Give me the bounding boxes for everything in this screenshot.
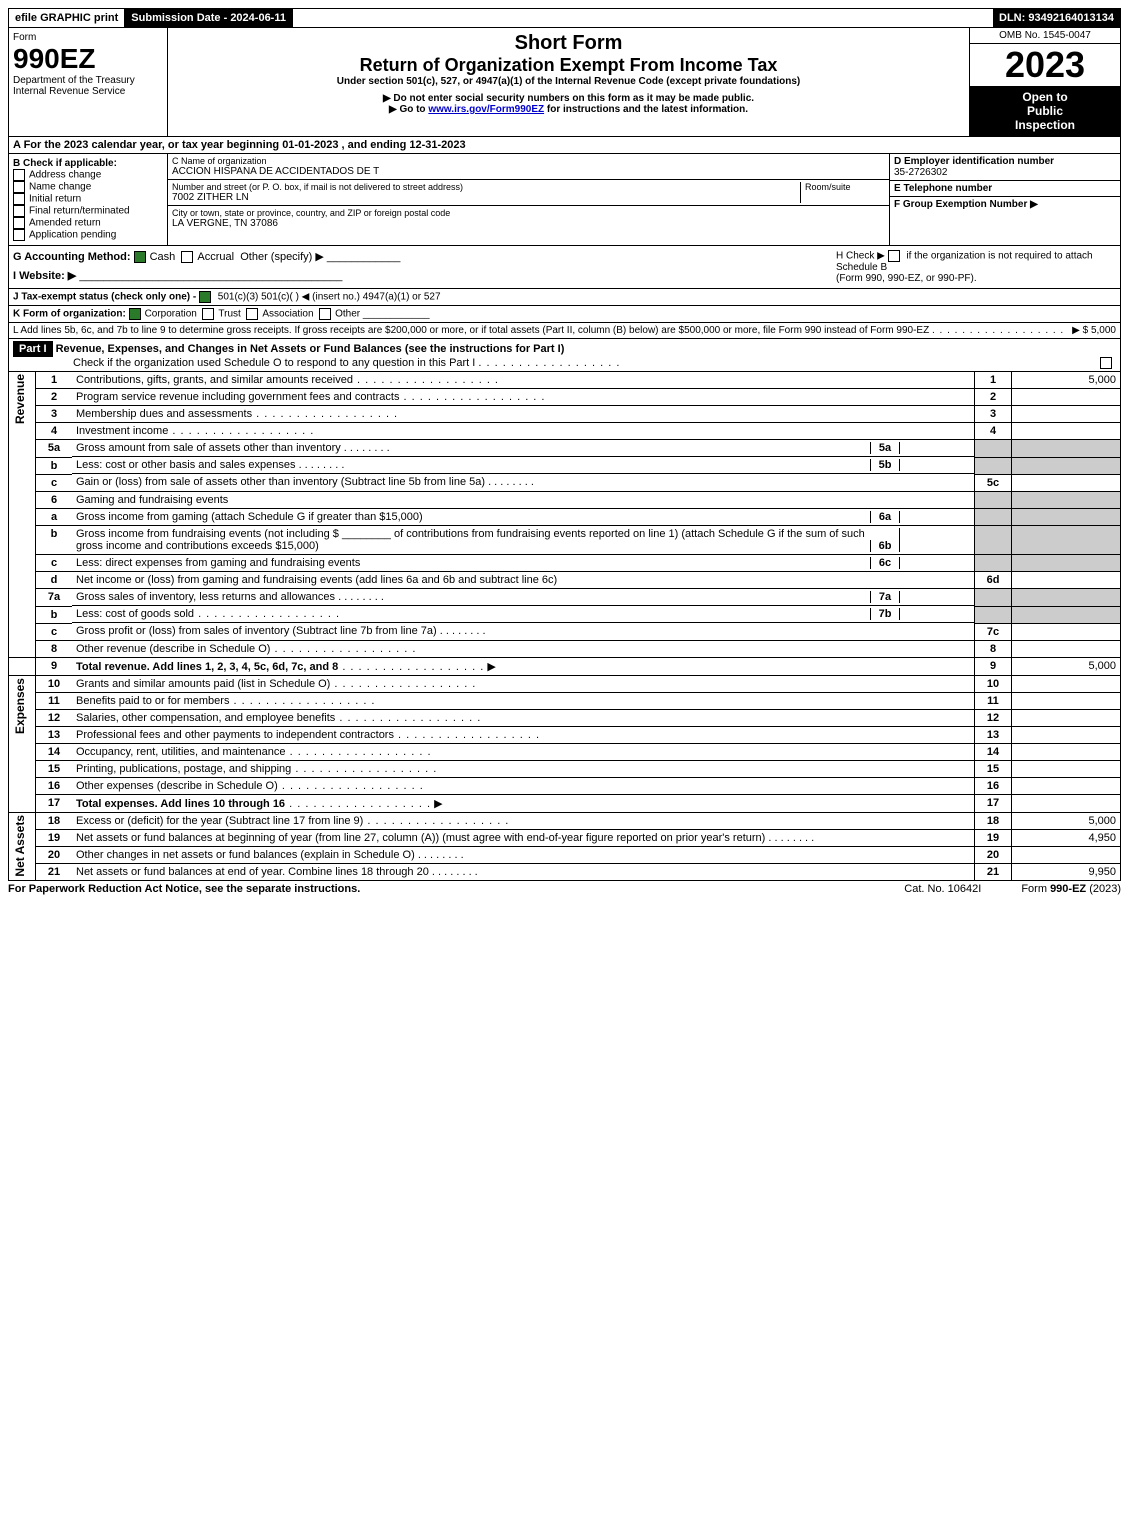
l-amount: ▶ $ 5,000 <box>1072 325 1116 336</box>
b-item-final[interactable]: Final return/terminated <box>13 205 163 217</box>
org-street: 7002 ZITHER LN <box>172 192 800 203</box>
b-item-address[interactable]: Address change <box>13 169 163 181</box>
cash-checkbox[interactable] <box>134 251 146 263</box>
efile-print-label[interactable]: efile GRAPHIC print <box>9 9 125 27</box>
dln-label: DLN: 93492164013134 <box>993 9 1120 27</box>
line-1-value: 5,000 <box>1012 372 1121 389</box>
open-to-public-badge: Open to Public Inspection <box>970 86 1120 136</box>
page-footer: For Paperwork Reduction Act Notice, see … <box>8 881 1121 897</box>
part-i-header: Part I Revenue, Expenses, and Changes in… <box>8 339 1121 372</box>
form-word: Form <box>13 32 163 43</box>
goto-line: ▶ Go to www.irs.gov/Form990EZ for instru… <box>172 104 965 115</box>
accrual-checkbox[interactable] <box>181 251 193 263</box>
col-c: C Name of organization ACCION HISPANA DE… <box>168 154 890 245</box>
e-label: E Telephone number <box>894 183 1116 194</box>
omb-number: OMB No. 1545-0047 <box>970 28 1120 44</box>
h-checkbox[interactable] <box>888 250 900 262</box>
form-number: 990EZ <box>13 43 163 75</box>
line-21-value: 9,950 <box>1012 863 1121 880</box>
ssn-warning: ▶ Do not enter social security numbers o… <box>172 93 965 104</box>
line-1-desc: Contributions, gifts, grants, and simila… <box>72 372 975 389</box>
submission-date-label: Submission Date - 2024-06-11 <box>125 9 293 27</box>
k-corp-checkbox[interactable] <box>129 308 141 320</box>
part-i-schedule-o-checkbox[interactable] <box>1100 357 1112 369</box>
j-line: J Tax-exempt status (check only one) - 5… <box>8 289 1121 306</box>
header-right: OMB No. 1545-0047 2023 Open to Public In… <box>969 28 1120 136</box>
b-item-initial[interactable]: Initial return <box>13 193 163 205</box>
b-item-name[interactable]: Name change <box>13 181 163 193</box>
bcdef-block: B Check if applicable: Address change Na… <box>8 154 1121 246</box>
ghi-block: G Accounting Method: Cash Accrual Other … <box>8 246 1121 289</box>
c-street-label: Number and street (or P. O. box, if mail… <box>172 182 800 192</box>
part-i-badge: Part I <box>13 341 53 357</box>
header-left: Form 990EZ Department of the Treasury In… <box>9 28 168 136</box>
k-assoc-checkbox[interactable] <box>246 308 258 320</box>
form-subtitle: Under section 501(c), 527, or 4947(a)(1)… <box>172 76 965 87</box>
l-line: L Add lines 5b, 6c, and 7b to line 9 to … <box>8 323 1121 339</box>
b-item-amended[interactable]: Amended return <box>13 217 163 229</box>
footer-cat-no: Cat. No. 10642I <box>864 883 1021 895</box>
dept-label: Department of the Treasury <box>13 75 163 86</box>
org-city: LA VERGNE, TN 37086 <box>172 218 885 229</box>
short-form-title: Short Form <box>172 32 965 55</box>
col-def: D Employer identification number 35-2726… <box>890 154 1120 245</box>
b-item-pending[interactable]: Application pending <box>13 229 163 241</box>
line-9-total-revenue: 5,000 <box>1012 657 1121 675</box>
d-label: D Employer identification number <box>894 156 1116 167</box>
top-bar: efile GRAPHIC print Submission Date - 20… <box>8 8 1121 28</box>
tax-year: 2023 <box>970 44 1120 86</box>
room-suite-label: Room/suite <box>800 182 885 203</box>
k-trust-checkbox[interactable] <box>202 308 214 320</box>
revenue-side-label: Revenue <box>9 372 36 657</box>
org-name: ACCION HISPANA DE ACCIDENTADOS DE T <box>172 166 885 177</box>
irs-label: Internal Revenue Service <box>13 86 163 97</box>
line-19-value: 4,950 <box>1012 829 1121 846</box>
form-title: Return of Organization Exempt From Incom… <box>172 55 965 76</box>
part-i-table: Revenue 1 Contributions, gifts, grants, … <box>8 372 1121 881</box>
line-18-value: 5,000 <box>1012 812 1121 829</box>
b-label: B Check if applicable: <box>13 158 163 169</box>
header-center: Short Form Return of Organization Exempt… <box>168 28 969 136</box>
k-other-checkbox[interactable] <box>319 308 331 320</box>
form-header: Form 990EZ Department of the Treasury In… <box>8 28 1121 137</box>
col-b: B Check if applicable: Address change Na… <box>9 154 168 245</box>
footer-form-ref: Form 990-EZ (2023) <box>1021 883 1121 895</box>
g-line: G Accounting Method: Cash Accrual Other … <box>13 250 836 263</box>
netassets-side-label: Net Assets <box>9 812 36 880</box>
h-block: H Check ▶ if the organization is not req… <box>836 250 1116 284</box>
i-line: I Website: ▶ ___________________________… <box>13 269 836 282</box>
ein-value: 35-2726302 <box>894 167 1116 178</box>
irs-link[interactable]: www.irs.gov/Form990EZ <box>428 104 544 115</box>
c-city-label: City or town, state or province, country… <box>172 208 885 218</box>
j-501c3-checkbox[interactable] <box>199 291 211 303</box>
expenses-side-label: Expenses <box>9 675 36 812</box>
f-label: F Group Exemption Number ▶ <box>894 199 1116 210</box>
footer-notice: For Paperwork Reduction Act Notice, see … <box>8 883 864 895</box>
k-line: K Form of organization: Corporation Trus… <box>8 306 1121 323</box>
c-name-label: C Name of organization <box>172 156 885 166</box>
section-a-tax-year: A For the 2023 calendar year, or tax yea… <box>8 137 1121 154</box>
